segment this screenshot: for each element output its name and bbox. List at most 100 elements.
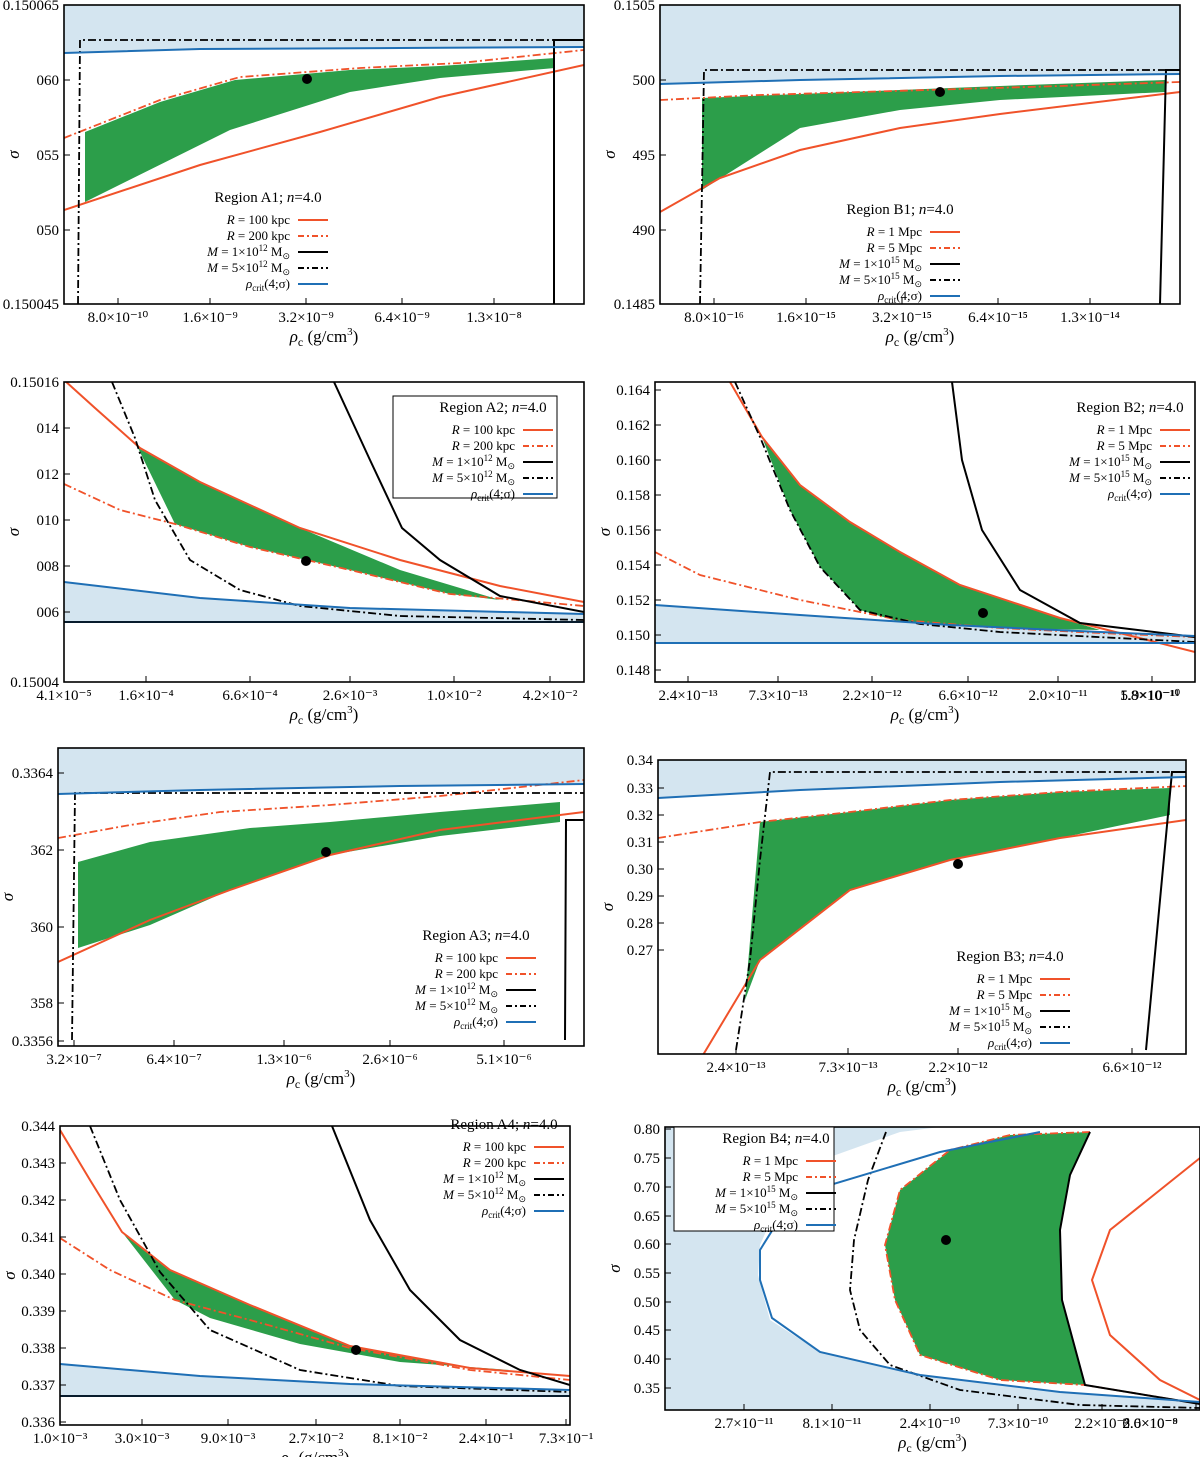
rho-crit-shaded-region: [64, 582, 584, 622]
legend-title: Region B2; n=4.0: [1076, 400, 1183, 416]
x-tick-label: 6.4×10⁻⁹: [374, 310, 429, 326]
plot-frame: [57, 747, 585, 1047]
x-axis-subscript: c: [899, 713, 904, 727]
x-axis-unit-close: ): [350, 1069, 356, 1088]
legend-value: = 5 Mpc: [751, 1169, 799, 1184]
x-tick-label: 2.4×10⁻¹⁰: [900, 1416, 961, 1432]
series-line-r2: [64, 483, 584, 607]
y-tick-label: 0.1485: [614, 297, 655, 313]
series-line-rho-crit: [655, 604, 1195, 637]
x-tick-label: 9.0×10⁻³: [201, 1431, 256, 1447]
legend-rho-sub: crit: [1114, 493, 1126, 503]
y-tick-label: 500: [633, 73, 656, 89]
legend-msun-sub: ⊙: [282, 267, 290, 277]
x-tick-label: 5.9×10⁻¹¹: [1120, 688, 1179, 704]
rho-crit-shaded-region: [64, 5, 584, 53]
x-tick-label: 7.3×10⁻¹⁰: [988, 1416, 1049, 1432]
x-tick-label: 2.2×10⁻¹²: [842, 688, 902, 704]
legend-title: Region B3; n=4.0: [956, 949, 1063, 965]
y-tick-label: 0.15016: [10, 375, 59, 391]
y-tick-label: 0.338: [21, 1341, 55, 1357]
legend-value: = 1×10: [1080, 454, 1121, 469]
series-line-r2: [884, 1131, 1200, 1405]
data-point: [941, 1235, 951, 1245]
series-line-r1: [1090, 1157, 1200, 1401]
series-line-m2: [735, 771, 1186, 1051]
series-line-r2: [655, 551, 1195, 638]
data-point: [302, 74, 312, 84]
legend-msun: M: [476, 982, 491, 997]
y-tick-label: 0.80: [634, 1122, 660, 1138]
legend-title-n: n: [287, 190, 295, 206]
x-tick-label: 7.3×10⁻¹: [539, 1431, 594, 1447]
y-tick-label: 0.28: [627, 916, 653, 932]
legend-symbol-m: M: [838, 256, 851, 271]
legend-title-n: n: [1149, 400, 1157, 416]
x-tick-label: 6.6×10⁻¹²: [938, 688, 998, 704]
legend-symbol-m: M: [442, 1171, 455, 1186]
legend-msun-sub: ⊙: [282, 251, 290, 261]
series-line-r1: [64, 64, 584, 211]
y-axis-symbol: σ: [0, 892, 17, 901]
legend-rho-symbol: ρ: [481, 1203, 488, 1218]
data-point: [935, 87, 945, 97]
x-axis-label: ρc (g/cm3): [890, 704, 960, 727]
series-line-r1: [58, 811, 584, 963]
legend-value: = 1×10: [218, 244, 259, 259]
legend-entry-r2: R = 5 Mpc: [866, 240, 923, 255]
series-line-m1: [1058, 1131, 1200, 1405]
legend-symbol-m: M: [414, 998, 427, 1013]
legend-title-n: n: [523, 1117, 531, 1133]
y-tick-label: 0.1505: [614, 0, 655, 14]
plot-frame: [657, 759, 1187, 1055]
legend-rho-symbol: ρ: [453, 1014, 460, 1029]
legend-rho-sub: crit: [488, 1210, 500, 1220]
legend-title-n: n: [1029, 949, 1037, 965]
y-tick-label: 0.150045: [3, 297, 59, 313]
x-axis-exponent: 3: [943, 326, 949, 338]
y-tick-label: 0.31: [627, 835, 653, 851]
x-axis-unit: (g/cm: [300, 1069, 344, 1088]
x-axis-exponent: 3: [948, 704, 954, 716]
legend-entry-r2: R = 200 kpc: [434, 966, 499, 981]
legend-title: Region A3; n=4.0: [422, 928, 529, 944]
legend-msun: M: [476, 998, 491, 1013]
data-point: [953, 859, 963, 869]
y-axis-symbol: σ: [598, 902, 617, 911]
series-line-rho-crit: [64, 46, 584, 54]
x-tick-label: 6.4×10⁻¹⁵: [968, 310, 1028, 326]
legend-entry-m2: M = 5×1012 M⊙: [206, 259, 290, 277]
legend-exponent: 15: [1121, 469, 1131, 479]
legend-msun: M: [1010, 1019, 1025, 1034]
series-line-rho-crit: [64, 581, 584, 615]
series-line-r1: [729, 382, 1195, 653]
legend-value: = 1 Mpc: [751, 1153, 799, 1168]
legend-exponent: 12: [467, 997, 476, 1007]
x-axis-symbol: ρ: [887, 1077, 896, 1096]
series-line-m1: [553, 39, 584, 304]
y-tick-label: 006: [37, 605, 60, 621]
legend-value: = 5×10: [426, 998, 467, 1013]
x-tick-label: 2.4×10⁻¹³: [706, 1060, 766, 1076]
legend-title-value: =4.0: [294, 190, 321, 206]
series-line-m2: [734, 382, 1195, 643]
plot-area: [660, 5, 1180, 304]
legend-entry-rho-crit: ρcrit(4;σ): [753, 1217, 798, 1234]
y-axis-symbol: σ: [4, 150, 23, 159]
series-line-rho-crit: [660, 73, 1180, 85]
x-axis-label: ρc (g/cm3): [280, 1447, 350, 1457]
legend-symbol-r: R: [1096, 438, 1105, 453]
legend-title: Region A4; n=4.0: [450, 1117, 557, 1133]
legend-entry-m2: M = 5×1015 M⊙: [714, 1200, 798, 1218]
plot-area: [658, 760, 1186, 1054]
legend-title-n: n: [495, 928, 503, 944]
x-axis-subscript: c: [298, 713, 303, 727]
y-tick-label: 0.65: [634, 1209, 660, 1225]
x-axis-subscript: c: [894, 335, 899, 349]
legend-entry-m2: M = 5×1012 M⊙: [414, 997, 498, 1015]
legend-exponent: 12: [467, 981, 476, 991]
legend-exponent: 15: [1121, 453, 1131, 463]
